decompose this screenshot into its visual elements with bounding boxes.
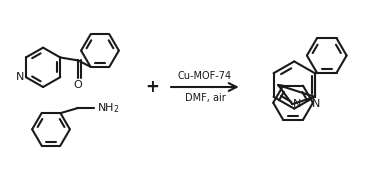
Text: Cu-MOF-74: Cu-MOF-74	[178, 71, 232, 81]
Text: N: N	[293, 99, 301, 109]
Text: NH$_2$: NH$_2$	[97, 101, 120, 115]
Text: O: O	[74, 80, 82, 90]
Text: DMF, air: DMF, air	[184, 93, 225, 103]
Text: N: N	[16, 72, 24, 82]
Text: N: N	[311, 99, 320, 109]
Text: +: +	[145, 78, 159, 96]
